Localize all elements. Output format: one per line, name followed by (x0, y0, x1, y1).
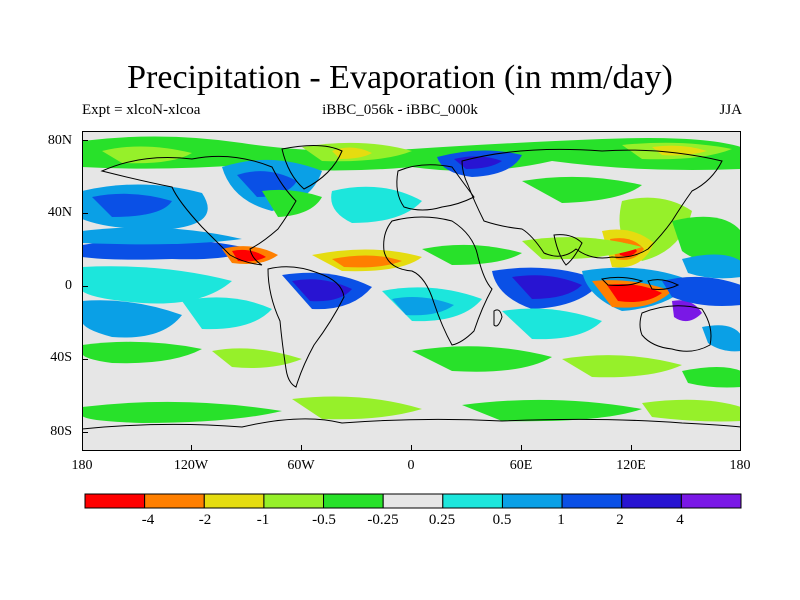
colorbar-label: -0.5 (312, 512, 336, 528)
x-tick-label: 120E (616, 458, 646, 473)
greenland-coast (281, 145, 343, 190)
anomaly-region (82, 300, 182, 338)
colorbar-label: -1 (256, 512, 270, 528)
north-america-coast (100, 155, 297, 266)
x-tick-label: 120W (173, 458, 209, 473)
anomaly-region (82, 266, 232, 304)
anomaly-region (512, 275, 582, 299)
antarctica-coast (82, 418, 741, 430)
y-tick-label: 40N (47, 205, 72, 220)
colorbar (84, 493, 742, 509)
colorbar-box (144, 493, 205, 509)
colorbar-box (203, 493, 265, 509)
colorbar-label: 0.25 (428, 512, 456, 528)
y-tick-label: 40S (50, 350, 72, 365)
anomaly-region (102, 146, 192, 164)
india-coast (553, 234, 583, 266)
anomaly-region (292, 279, 352, 302)
colorbar-box (501, 493, 563, 509)
y-tick-label: 80S (50, 424, 72, 439)
anomaly-region (522, 176, 642, 203)
australia-coast (639, 305, 712, 352)
madagascar-coast (493, 309, 503, 327)
anomaly-region (82, 341, 202, 364)
colorbar-label: 1 (557, 512, 565, 528)
colorbar-box (561, 493, 623, 509)
tick-marks (82, 140, 632, 451)
south-america-coast (267, 266, 345, 388)
anomaly-region (82, 401, 282, 423)
indonesia-coast (600, 276, 644, 286)
anomaly-region (412, 346, 552, 372)
anomaly-region (182, 297, 272, 330)
y-tick-label: 80N (47, 133, 72, 148)
colorbar-box (323, 493, 384, 509)
x-tick-label: 60E (509, 458, 533, 473)
colorbar-box (263, 493, 325, 509)
anomaly-region (92, 193, 172, 217)
anomaly-region (232, 249, 266, 262)
colorbar-label: 2 (616, 512, 624, 528)
anomaly-region (422, 244, 522, 265)
anomaly-region (652, 145, 707, 156)
europe-coast (396, 164, 475, 211)
experiment-label: Expt = xlcoN-xlcoa (82, 102, 201, 118)
colorbar-label: -4 (141, 512, 155, 528)
x-tick-label: 60W (287, 458, 315, 473)
africa-coast (383, 216, 493, 346)
anomaly-region (392, 297, 454, 316)
anomaly-fill (82, 136, 741, 423)
anomaly-region (682, 367, 741, 388)
asia-coast (461, 148, 723, 259)
season-label: JJA (719, 102, 742, 118)
x-tick-label: 180 (729, 458, 751, 473)
anomaly-region (292, 396, 422, 420)
colorbar-label: -0.25 (367, 512, 399, 528)
colorbar-box (442, 493, 503, 509)
indonesia-coast (647, 279, 680, 290)
anomaly-region (212, 348, 302, 368)
colorbar-box (680, 493, 742, 509)
colorbar-label: 0.5 (492, 512, 512, 528)
pe-difference-map (82, 131, 741, 451)
anomaly-region (607, 284, 662, 302)
anomaly-region (332, 255, 402, 268)
anomaly-region (682, 254, 741, 279)
coastlines (82, 145, 741, 430)
anomaly-region (332, 147, 372, 159)
difference-label: iBBC_056k - iBBC_000k (322, 102, 478, 118)
colorbar-box (621, 493, 682, 509)
anomaly-region (262, 189, 322, 217)
anomaly-region (672, 216, 741, 263)
anomaly-region (702, 325, 741, 352)
y-tick-label: 0 (65, 278, 72, 293)
anomaly-region (562, 355, 682, 378)
x-tick-label: 0 (407, 458, 415, 473)
anomaly-region (331, 186, 422, 223)
colorbar-box (382, 493, 444, 509)
figure-title: Precipitation - Evaporation (in mm/day) (127, 59, 673, 96)
colorbar-label: 4 (676, 512, 684, 528)
colorbar-box (84, 493, 146, 509)
anomaly-region (462, 399, 642, 422)
anomaly-region (502, 308, 602, 340)
anomaly-region (642, 399, 741, 422)
anomaly-region (82, 227, 242, 245)
colorbar-label: -2 (198, 512, 212, 528)
x-tick-label: 180 (71, 458, 93, 473)
anomaly-region (522, 237, 642, 260)
anomaly-region (662, 276, 741, 306)
